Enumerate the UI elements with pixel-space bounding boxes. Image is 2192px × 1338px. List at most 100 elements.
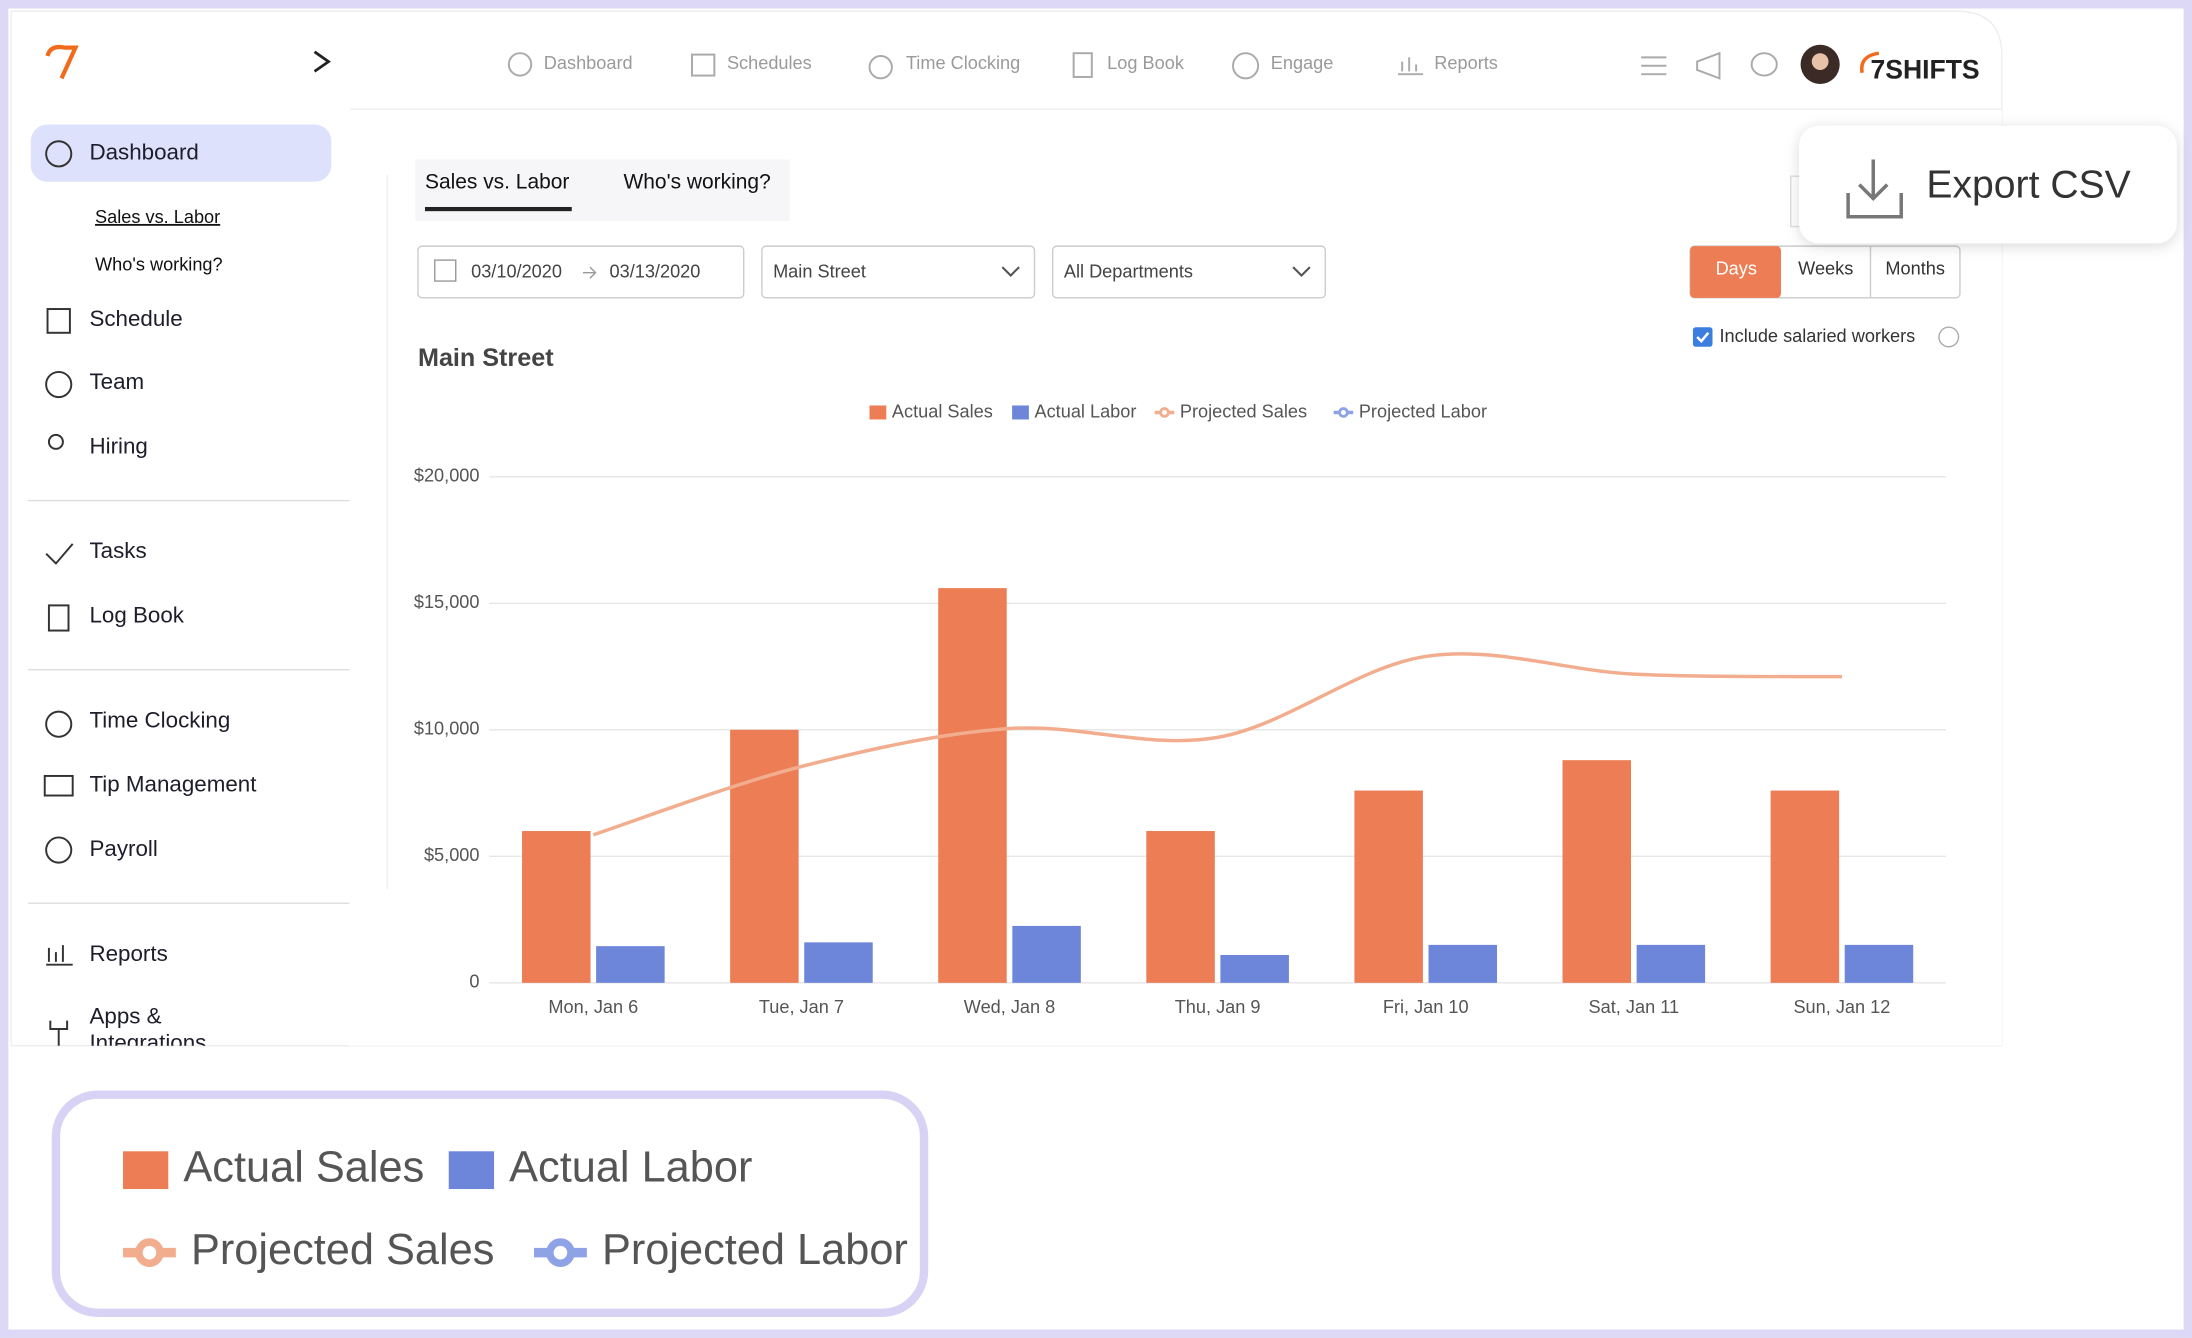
bar	[1354, 790, 1423, 983]
legend-label: Projected Labor	[602, 1226, 908, 1274]
announce-icon[interactable]	[1696, 51, 1721, 80]
icon	[45, 836, 73, 864]
legend-label: Projected Sales	[191, 1226, 494, 1274]
logo	[45, 44, 79, 80]
legend-marker	[135, 1238, 164, 1267]
sidebar-item[interactable]: Dashboard	[89, 140, 198, 165]
legend-zoom-items: Actual Sales Actual Labor Projected Sales P…	[123, 1144, 908, 1274]
check	[1696, 331, 1710, 344]
legend-marker	[546, 1238, 575, 1267]
sidebar-item[interactable]: Schedule	[89, 306, 182, 331]
legend-label: Actual Labor	[509, 1144, 752, 1192]
active-item	[30, 124, 332, 182]
icon	[46, 945, 73, 966]
nav-item[interactable]: Engage	[1271, 53, 1334, 73]
x-tick-label: Mon, Jan 6	[548, 997, 638, 1017]
bar	[1770, 790, 1840, 983]
icon	[45, 710, 73, 738]
x-tick-label: Wed, Jan 8	[964, 997, 1056, 1017]
nav-item[interactable]: Reports	[1434, 53, 1498, 73]
bar	[1146, 831, 1215, 983]
period-button[interactable]: Months	[1885, 259, 1945, 279]
sidebar-item[interactable]: Time Clocking	[89, 707, 230, 732]
sidebar-item[interactable]: Apps & Integrations	[89, 1005, 207, 1046]
legend-swatch	[1012, 405, 1029, 420]
nav-icon	[868, 55, 893, 80]
sidebar-subitem[interactable]: Sales vs. Labor	[95, 207, 220, 227]
period-button[interactable]: Days	[1716, 259, 1757, 279]
y-tick-label: $5,000	[424, 845, 480, 865]
brand-mark	[1859, 51, 1880, 74]
collapse-chevron[interactable]	[313, 50, 331, 73]
tab[interactable]: Sales vs. Labor	[425, 171, 569, 194]
nav-item[interactable]: Dashboard	[544, 53, 633, 73]
export-card[interactable]	[1799, 125, 2177, 244]
legend-label: Projected Sales	[1180, 401, 1307, 421]
icon	[49, 1020, 69, 1046]
chevron	[1001, 266, 1020, 277]
legend-swatch	[448, 1151, 495, 1190]
x-tick-label: Thu, Jan 9	[1175, 997, 1261, 1017]
legend-zoom	[51, 1090, 929, 1317]
nav-icon	[691, 53, 716, 77]
date-range[interactable]	[417, 245, 745, 299]
legend-swatch	[123, 1151, 169, 1190]
tab[interactable]: Who's working?	[623, 171, 770, 194]
sidebar-item[interactable]: Team	[89, 369, 144, 394]
export-label: Export CSV	[1926, 164, 2130, 207]
icon	[45, 370, 73, 399]
sidebar-item[interactable]: Payroll	[89, 836, 157, 861]
date-from: 03/10/2020	[471, 261, 562, 281]
sidebar-item[interactable]: Reports	[89, 941, 167, 966]
sidebar-item[interactable]: Log Book	[89, 602, 184, 627]
sidebar-item[interactable]: Tasks	[89, 538, 146, 563]
nav-icon	[1232, 52, 1260, 80]
bar	[1562, 760, 1632, 983]
legend-marker	[1159, 407, 1170, 418]
icon	[47, 604, 70, 632]
bar	[1220, 955, 1289, 983]
y-tick-label: $15,000	[414, 592, 480, 612]
sidebar-item[interactable]: Hiring	[89, 433, 147, 458]
location-select[interactable]	[761, 245, 1036, 299]
icon	[45, 140, 73, 168]
chart-title: Main Street	[418, 344, 554, 372]
location: Main Street	[773, 261, 866, 281]
y-tick-label: 0	[469, 972, 479, 992]
x-tick-label: Sun, Jan 12	[1793, 997, 1890, 1017]
checkbox[interactable]	[1692, 327, 1713, 347]
legend-label: Actual Labor	[1034, 401, 1136, 421]
line	[592, 652, 1842, 837]
bar	[596, 946, 665, 983]
nav-icon	[1072, 52, 1093, 78]
top-nav: Dashboard Schedules Time Clocking Log Bo…	[507, 44, 1980, 84]
legend-marker	[1338, 407, 1349, 418]
date-to: 03/13/2020	[610, 261, 701, 281]
sidebar-item[interactable]: Tip Management	[89, 772, 257, 797]
chevron	[1292, 266, 1311, 277]
legend-label: Actual Sales	[183, 1144, 424, 1192]
bar	[1428, 944, 1498, 983]
nav-item[interactable]: Time Clocking	[906, 53, 1020, 73]
nav-item[interactable]: Log Book	[1107, 53, 1185, 73]
y-tick-label: $20,000	[414, 466, 480, 486]
help-icon[interactable]	[1938, 326, 1960, 348]
department-select[interactable]	[1051, 245, 1326, 299]
period-active	[1690, 246, 1781, 298]
legend-swatch	[869, 405, 887, 420]
chart: 0 $5,000 $10,000 $15,000 $20,000 Mon, Jan 6 Tu…	[414, 401, 1946, 1017]
chat-icon[interactable]	[1750, 52, 1778, 77]
menu-icon[interactable]	[1641, 56, 1667, 76]
sidebar-subitem[interactable]: Who's working?	[95, 254, 223, 274]
sidebar-item-wrap: Apps & Integrations	[89, 1005, 207, 1046]
calendar-icon	[434, 259, 457, 282]
bar	[1636, 944, 1706, 983]
x-tick-label: Sat, Jan 11	[1589, 997, 1680, 1017]
period-button[interactable]: Weeks	[1798, 259, 1853, 279]
arrow	[582, 266, 597, 279]
download-icon	[1846, 159, 1903, 219]
nav-item[interactable]: Schedules	[727, 53, 812, 73]
